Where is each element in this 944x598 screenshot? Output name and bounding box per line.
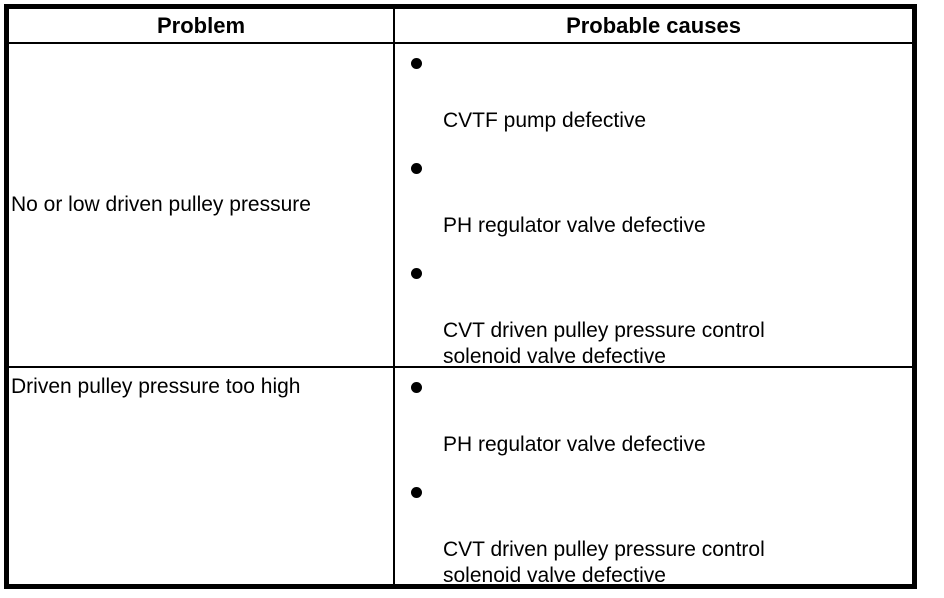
cause-text: PH regulator valve defective [443, 214, 706, 237]
cause-item: CVT driven pulley pressure control solen… [411, 260, 906, 366]
troubleshooting-table: Problem Probable causes No or low driven… [4, 4, 917, 589]
cause-item: CVTF pump defective [411, 50, 906, 134]
cause-text: CVTF pump defective [443, 109, 647, 132]
bullet-icon [411, 374, 906, 400]
cause-item: PH regulator valve defective [411, 374, 906, 458]
bullet-icon [411, 260, 906, 286]
cause-text: CVT driven pulley pressure control solen… [443, 319, 765, 366]
column-header-probable-causes: Probable causes [566, 12, 741, 38]
cause-text: CVT driven pulley pressure control solen… [443, 538, 765, 584]
causes-cell: CVTF pump defective PH regulator valve d… [395, 44, 912, 366]
bullet-icon [411, 50, 906, 76]
table-row: Driven pulley pressure too high PH regul… [9, 368, 912, 584]
column-header-problem: Problem [9, 9, 395, 42]
table-row: No or low driven pulley pressure CVTF pu… [9, 44, 912, 368]
cause-text: PH regulator valve defective [443, 433, 706, 456]
problem-cell: No or low driven pulley pressure [9, 44, 395, 366]
cause-item: CVT driven pulley pressure control solen… [411, 479, 906, 584]
table-header-row: Problem Probable causes [9, 9, 912, 44]
cause-item: PH regulator valve defective [411, 155, 906, 239]
bullet-icon [411, 155, 906, 181]
problem-text: No or low driven pulley pressure [11, 193, 311, 216]
bullet-icon [411, 479, 906, 505]
problem-cell: Driven pulley pressure too high [9, 368, 395, 584]
problem-text: Driven pulley pressure too high [11, 375, 301, 398]
causes-cell: PH regulator valve defective CVT driven … [395, 368, 912, 584]
table-body: No or low driven pulley pressure CVTF pu… [9, 44, 912, 584]
